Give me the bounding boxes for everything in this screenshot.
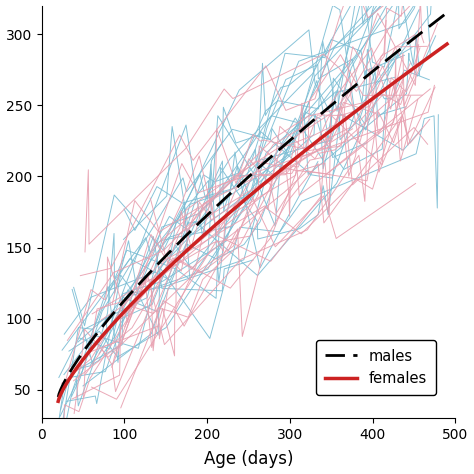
Legend: males, females: males, females (316, 340, 436, 394)
X-axis label: Age (days): Age (days) (204, 450, 293, 468)
